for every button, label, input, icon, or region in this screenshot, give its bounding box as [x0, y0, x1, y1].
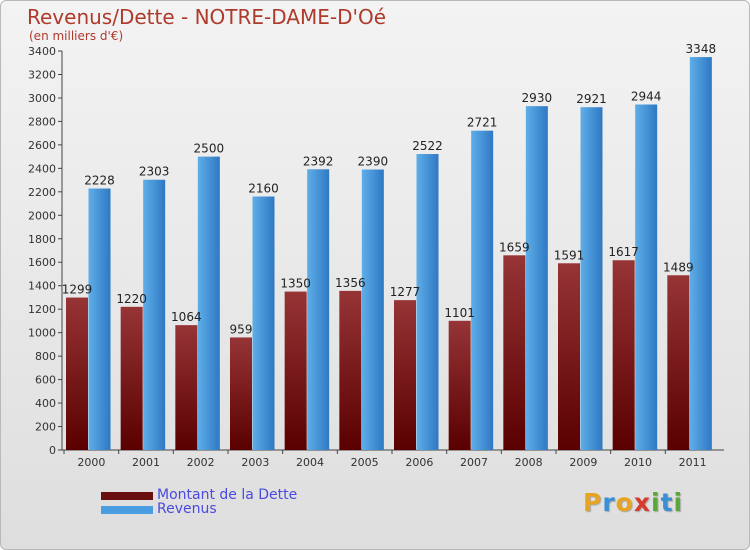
x-tick-label: 2003: [241, 456, 269, 469]
bar-dette: [667, 275, 690, 450]
data-label-dette: 1350: [280, 277, 311, 291]
x-tick-label: 2005: [351, 456, 379, 469]
x-tick-label: 2009: [569, 456, 597, 469]
bar-revenus: [361, 169, 384, 450]
chart-subtitle: (en milliers d'€): [29, 29, 124, 43]
bar-dette: [339, 290, 362, 450]
data-label-revenus: 2522: [412, 139, 443, 153]
y-tick-label: 1000: [28, 327, 56, 340]
logo-letter: i: [673, 488, 684, 517]
x-tick-label: 2008: [515, 456, 543, 469]
bar-dette: [612, 260, 635, 450]
data-label-dette: 1617: [608, 245, 639, 259]
logo-letter: r: [602, 488, 616, 517]
y-tick-label: 400: [35, 397, 56, 410]
bar-revenus: [143, 179, 166, 450]
data-label-revenus: 2721: [467, 116, 498, 130]
y-tick-label: 2800: [28, 115, 56, 128]
y-tick-label: 1800: [28, 233, 56, 246]
bar-revenus: [197, 156, 220, 450]
data-label-dette: 1064: [171, 310, 202, 324]
y-tick-label: 2000: [28, 209, 56, 222]
y-tick-label: 2200: [28, 186, 56, 199]
legend-label-revenus: Revenus: [157, 501, 217, 517]
data-label-revenus: 2160: [248, 182, 279, 196]
bar-dette: [448, 320, 471, 450]
bar-dette: [284, 291, 307, 450]
chart-data-labels: 1299 1220 1064 959 1350 1356 1277 1101 1659 1591 1…: [62, 42, 716, 336]
bar-dette: [503, 255, 526, 450]
data-label-dette: 1489: [663, 260, 694, 274]
data-label-revenus: 2392: [303, 154, 334, 168]
x-tick-label: 2011: [679, 456, 707, 469]
data-label-revenus: 2500: [194, 142, 225, 156]
data-label-revenus: 2390: [358, 155, 389, 169]
data-label-revenus: 3348: [686, 42, 717, 56]
bar-revenus: [689, 57, 712, 450]
logo-letter: i: [651, 488, 661, 517]
x-tick-label: 2002: [187, 456, 215, 469]
bar-revenus: [525, 106, 548, 450]
data-label-dette: 1659: [499, 240, 530, 254]
y-tick-label: 0: [49, 444, 56, 457]
data-label-dette: 1356: [335, 276, 366, 290]
bar-dette: [230, 337, 252, 450]
y-tick-label: 3000: [28, 92, 56, 105]
y-tick-label: 3200: [28, 68, 56, 81]
bar-dette: [558, 263, 580, 450]
bar-revenus: [88, 188, 111, 450]
bar-revenus: [471, 130, 494, 450]
logo-letter: t: [660, 488, 674, 517]
bar-dette: [120, 306, 143, 450]
x-tick-label: 2004: [296, 456, 324, 469]
logo-letter: P: [583, 488, 603, 517]
legend-swatch-revenus: [101, 506, 153, 514]
y-tick-label: 600: [35, 374, 56, 387]
bar-dette: [66, 297, 88, 450]
bar-revenus: [307, 169, 330, 451]
x-tick-label: 2006: [405, 456, 433, 469]
bar-revenus: [252, 196, 275, 450]
x-tick-label: 2000: [77, 456, 105, 469]
y-tick-label: 1600: [28, 256, 56, 269]
chart-bars: [66, 57, 712, 451]
y-tick-label: 3400: [28, 45, 56, 58]
data-label-dette: 959: [230, 322, 253, 336]
y-tick-label: 2600: [28, 139, 56, 152]
bar-dette: [175, 325, 198, 450]
data-label-dette: 1591: [554, 248, 585, 262]
x-tick-label: 2001: [132, 456, 160, 469]
logo-letter: o: [615, 488, 634, 517]
data-label-revenus: 2228: [84, 174, 115, 188]
y-tick-label: 2400: [28, 162, 56, 175]
logo-letter: x: [633, 488, 651, 517]
legend-swatch-dette: [101, 492, 153, 500]
y-tick-label: 1200: [28, 303, 56, 316]
data-label-dette: 1299: [62, 283, 93, 297]
y-tick-label: 800: [35, 350, 56, 363]
legend-label-dette: Montant de la Dette: [157, 487, 298, 503]
data-label-dette: 1101: [444, 306, 475, 320]
data-label-revenus: 2930: [522, 91, 553, 105]
x-tick-label: 2010: [624, 456, 652, 469]
chart-title: Revenus/Dette - NOTRE-DAME-D'Oé: [27, 5, 387, 29]
x-tick-label: 2007: [460, 456, 488, 469]
bar-dette: [394, 300, 416, 450]
chart-axes: 0 200 400 600 800 1000 1200 1400 1600 1800 2000 220…: [28, 45, 724, 469]
data-label-dette: 1277: [390, 285, 421, 299]
proxiti-logo: Proxiti: [583, 488, 683, 517]
data-label-revenus: 2944: [631, 90, 662, 104]
data-label-revenus: 2921: [576, 92, 607, 106]
y-tick-label: 200: [35, 421, 56, 434]
bar-revenus: [416, 154, 439, 450]
data-label-dette: 1220: [116, 292, 147, 306]
bar-revenus: [635, 104, 658, 450]
y-tick-label: 1400: [28, 280, 56, 293]
data-label-revenus: 2303: [139, 165, 170, 179]
bar-revenus: [580, 107, 603, 450]
